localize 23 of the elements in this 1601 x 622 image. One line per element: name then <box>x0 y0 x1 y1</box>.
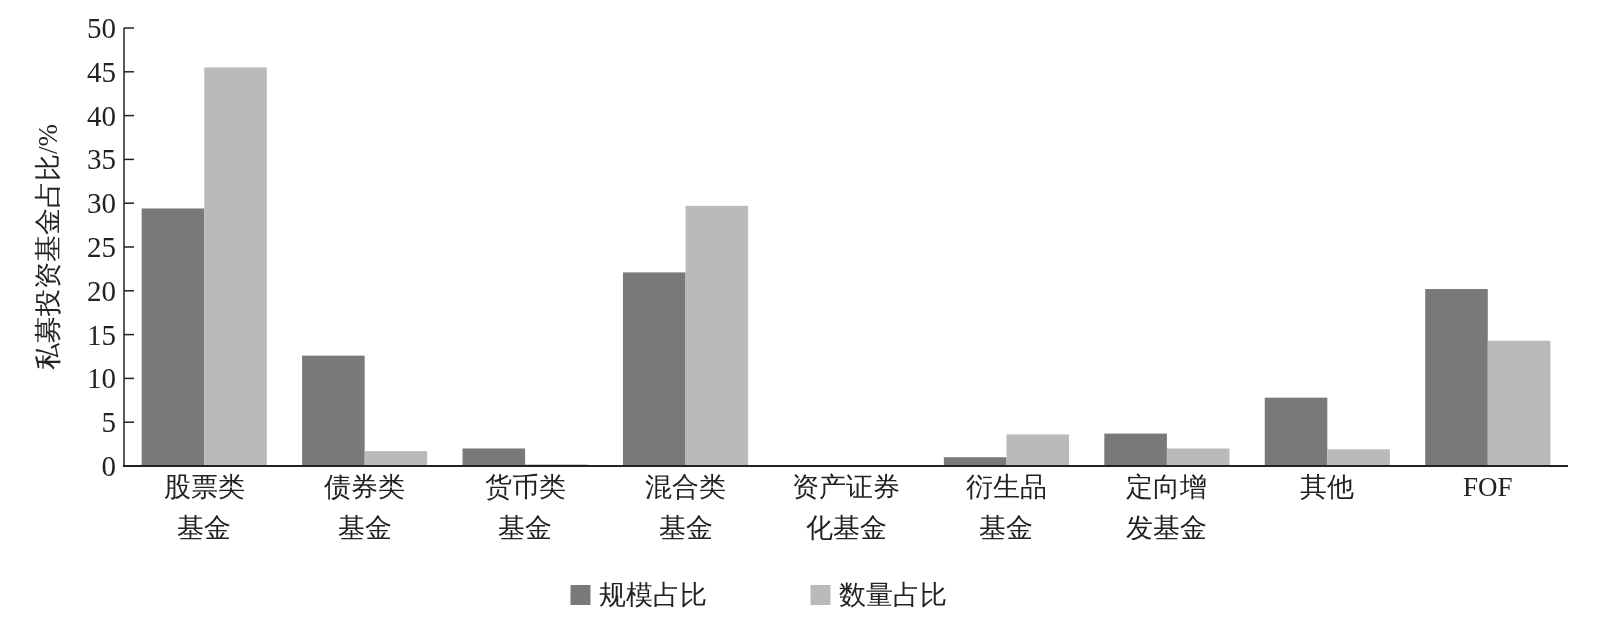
legend-label: 数量占比 <box>838 580 947 610</box>
y-tick-label: 20 <box>87 274 116 307</box>
y-axis-title: 私募投资基金占比/% <box>33 124 63 370</box>
x-tick-label: 定向增发基金 <box>1126 472 1208 543</box>
x-tick-label: 债券类基金 <box>324 472 406 543</box>
y-tick-label: 40 <box>87 99 116 132</box>
y-tick-label: 10 <box>87 362 116 395</box>
x-tick-label: 其他 <box>1300 472 1355 502</box>
x-tick-label: FOF <box>1463 472 1513 502</box>
y-tick-label: 50 <box>87 12 116 44</box>
x-tick-label: 资产证券化基金 <box>792 472 900 543</box>
x-tick-label: 股票类基金 <box>163 472 245 543</box>
y-tick-label: 0 <box>101 450 116 482</box>
x-tick-label: 混合类基金 <box>645 472 727 543</box>
legend-label: 规模占比 <box>598 580 707 610</box>
y-tick-label: 15 <box>87 318 116 351</box>
y-tick-label: 30 <box>87 187 116 220</box>
y-tick-label: 5 <box>101 406 116 439</box>
y-tick-label: 35 <box>87 143 116 176</box>
y-tick-label: 45 <box>87 55 116 88</box>
y-tick-label: 25 <box>87 231 116 263</box>
x-tick-label: 货币类基金 <box>484 472 566 543</box>
x-tick-label: 衍生品基金 <box>965 472 1047 543</box>
